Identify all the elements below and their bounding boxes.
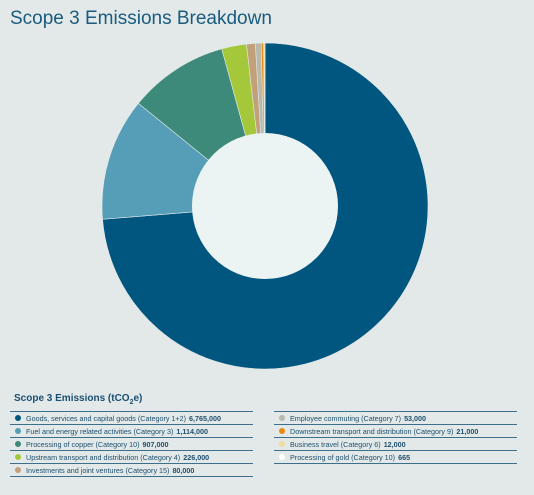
legend-item: Processing of copper (Category 10) 907,00… (10, 438, 253, 451)
legend-item: Investments and joint ventures (Category… (10, 464, 253, 477)
legend-left-column: Goods, services and capital goods (Categ… (10, 411, 253, 477)
legend-item: Fuel and energy related activities (Cate… (10, 425, 253, 438)
legend-swatch (279, 454, 285, 460)
donut-chart (101, 42, 429, 370)
legend-right-column: Employee commuting (Category 7) 53,000 Dow… (274, 411, 517, 464)
legend-label: Downstream transport and distribution (C… (290, 426, 454, 436)
legend-label: Upstream transport and distribution (Cat… (26, 452, 181, 462)
legend-label: Fuel and energy related activities (Cate… (26, 426, 174, 436)
legend-value: 226,000 (183, 452, 210, 462)
legend-title: Scope 3 Emissions (tCO2e) (14, 393, 143, 406)
legend-label: Employee commuting (Category 7) (290, 413, 402, 423)
legend-value: 12,000 (383, 439, 406, 449)
legend-item: Downstream transport and distribution (C… (274, 425, 517, 438)
legend-label: Goods, services and capital goods (Categ… (26, 413, 187, 423)
legend-item: Goods, services and capital goods (Categ… (10, 412, 253, 425)
donut-hole (192, 133, 338, 279)
legend-swatch (279, 428, 285, 434)
legend-swatch (15, 428, 21, 434)
legend-value: 665 (398, 452, 411, 462)
legend-label: Processing of copper (Category 10) (26, 439, 140, 449)
legend-swatch (15, 454, 21, 460)
chart-title: Scope 3 Emissions Breakdown (10, 8, 272, 29)
legend-item: Employee commuting (Category 7) 53,000 (274, 412, 517, 425)
legend-label: Business travel (Category 6) (290, 439, 381, 449)
legend-value: 21,000 (456, 426, 479, 436)
legend-swatch (279, 415, 285, 421)
legend-swatch (279, 441, 285, 447)
legend-value: 53,000 (404, 413, 427, 423)
legend-value: 6,765,000 (189, 413, 221, 423)
legend-item: Processing of gold (Category 10) 665 (274, 451, 517, 464)
legend-swatch (15, 415, 21, 421)
legend-value: 907,000 (142, 439, 169, 449)
legend-swatch (15, 467, 21, 473)
legend-label: Investments and joint ventures (Category… (26, 465, 170, 475)
legend-item: Business travel (Category 6) 12,000 (274, 438, 517, 451)
legend-value: 80,000 (172, 465, 195, 475)
legend-swatch (15, 441, 21, 447)
legend-value: 1,114,000 (176, 426, 208, 436)
legend-label: Processing of gold (Category 10) (290, 452, 396, 462)
legend-item: Upstream transport and distribution (Cat… (10, 451, 253, 464)
